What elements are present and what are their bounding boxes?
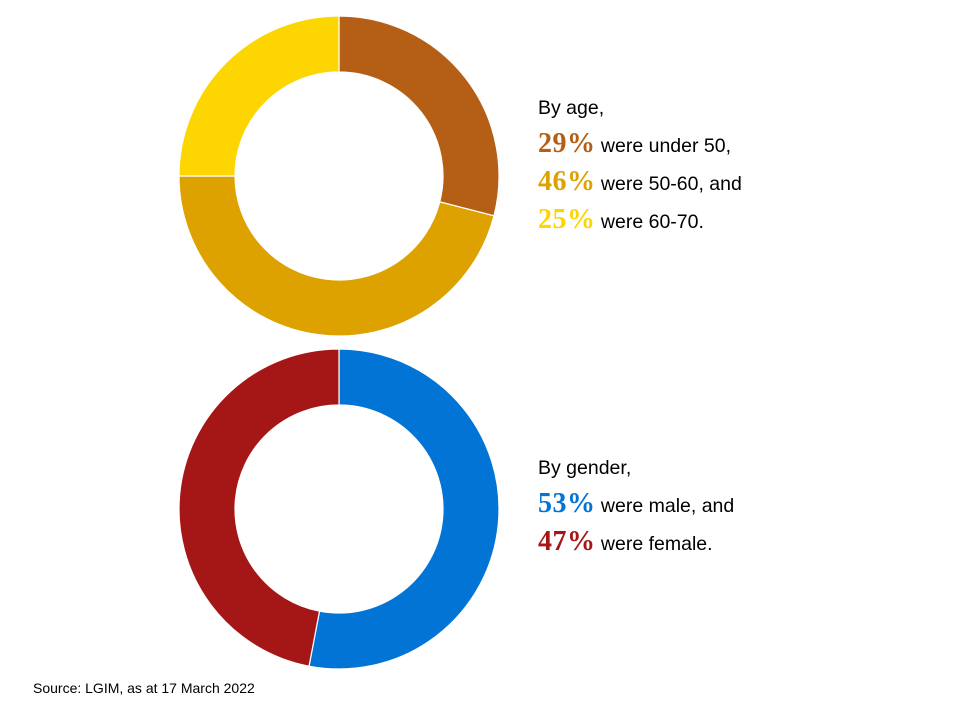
age-caption-line-60-70: 25% were 60-70. xyxy=(538,202,742,240)
source-note: Source: LGIM, as at 17 March 2022 xyxy=(33,680,255,696)
age-donut-chart xyxy=(178,15,500,337)
gender-caption-intro: By gender, xyxy=(538,457,632,479)
age-slice-50-60 xyxy=(178,175,495,337)
age-slice-under-50 xyxy=(338,15,500,217)
age-caption-line-under-50: 29% were under 50, xyxy=(538,126,742,164)
age-text-60-70: were 60-70. xyxy=(595,211,704,233)
age-caption-line-50-60: 46% were 50-60, and xyxy=(538,164,742,202)
age-caption-intro: By age, xyxy=(538,97,605,119)
gender-caption-line-male: 53% were male, and xyxy=(538,486,734,524)
age-slice-60-70 xyxy=(178,15,340,177)
age-text-under-50: were under 50, xyxy=(595,135,732,157)
gender-donut-chart xyxy=(178,348,500,670)
gender-slice-male xyxy=(308,348,500,670)
gender-caption-line-female: 47% were female. xyxy=(538,524,734,562)
age-pct-60-70: 25% xyxy=(538,204,596,235)
gender-pct-female: 47% xyxy=(538,526,596,557)
gender-text-male: were male, and xyxy=(595,495,735,517)
gender-text-female: were female. xyxy=(595,533,713,555)
age-pct-under-50: 29% xyxy=(538,128,596,159)
age-donut-svg xyxy=(178,15,500,337)
gender-pct-male: 53% xyxy=(538,488,596,519)
age-caption: By age, 29% were under 50, 46% were 50-6… xyxy=(538,90,742,240)
age-pct-50-60: 46% xyxy=(538,166,596,197)
gender-donut-svg xyxy=(178,348,500,670)
age-text-50-60: were 50-60, and xyxy=(595,173,742,195)
gender-slice-female xyxy=(178,348,340,667)
gender-caption: By gender, 53% were male, and 47% were f… xyxy=(538,450,734,562)
